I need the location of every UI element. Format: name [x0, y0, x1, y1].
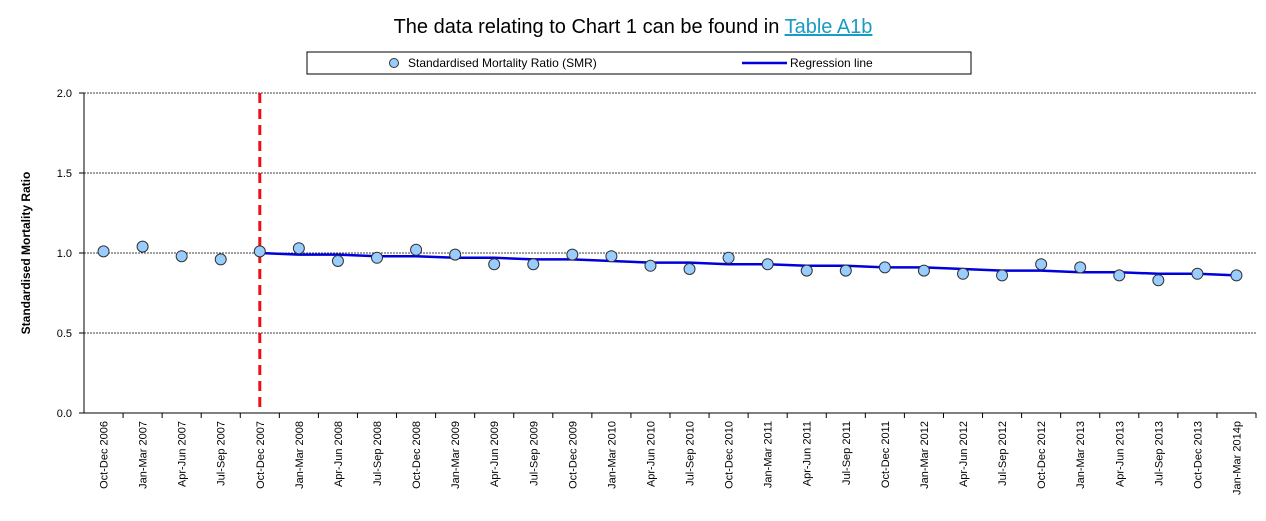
- legend-label: Standardised Mortality Ratio (SMR): [408, 56, 597, 70]
- x-tick-label: Jul-Sep 2009: [528, 421, 540, 486]
- x-tick-label: Jan-Mar 2013: [1075, 421, 1087, 489]
- x-tick-label: Oct-Dec 2010: [724, 421, 736, 489]
- regression-line: [259, 251, 1237, 277]
- smr-point: [527, 258, 540, 271]
- x-tick-label: Apr-Jun 2011: [802, 421, 814, 486]
- smr-point: [839, 264, 852, 277]
- x-tick-label: Oct-Dec 2013: [1192, 421, 1204, 489]
- x-tick-label: Apr-Jun 2012: [958, 421, 970, 487]
- smr-point: [449, 248, 462, 261]
- x-tick-label: Apr-Jun 2010: [645, 421, 657, 487]
- x-tick-label: Apr-Jun 2007: [177, 421, 189, 487]
- y-tick-label: 0.0: [57, 408, 72, 420]
- smr-point: [1152, 274, 1165, 287]
- smr-point: [878, 261, 891, 274]
- x-tick-label: Jan-Mar 2008: [294, 421, 306, 489]
- smr-point: [331, 255, 344, 267]
- smr-point: [1191, 267, 1204, 280]
- smr-point: [214, 253, 227, 266]
- smr-point: [488, 258, 501, 271]
- y-axis-title: Standardised Mortality Ratio: [19, 172, 33, 335]
- smr-point: [175, 250, 188, 263]
- x-tick-label: Apr-Jun 2013: [1114, 421, 1126, 487]
- smr-point: [761, 258, 774, 271]
- y-tick-label: 1.0: [57, 248, 72, 260]
- x-tick-label: Oct-Dec 2007: [255, 421, 267, 489]
- title-text: The data relating to Chart 1 can be foun…: [394, 16, 780, 38]
- smr-point: [917, 264, 930, 277]
- smr-point: [292, 242, 305, 255]
- x-tick-label: Oct-Dec 2012: [1036, 421, 1048, 489]
- smr-point: [97, 245, 110, 258]
- smr-point: [683, 263, 696, 275]
- smr-point: [1230, 269, 1243, 282]
- title-link[interactable]: Table A1b: [785, 16, 873, 38]
- smr-point: [1113, 269, 1126, 282]
- x-tick-label: Jan-Mar 2010: [606, 421, 618, 489]
- x-tick-label: Apr-Jun 2009: [489, 421, 501, 487]
- x-tick-label: Jan-Mar 2011: [763, 421, 775, 488]
- smr-point: [253, 245, 266, 258]
- y-tick-label: 1.5: [57, 168, 72, 180]
- x-tick-label: Jan-Mar 2012: [919, 421, 931, 489]
- smr-point: [410, 243, 423, 256]
- legend-label: Regression line: [790, 56, 873, 70]
- smr-point: [800, 264, 813, 277]
- smr-point: [1074, 261, 1087, 274]
- x-tick-label: Jan-Mar 2009: [450, 421, 462, 489]
- x-tick-label: Oct-Dec 2006: [99, 421, 111, 489]
- x-tick-label: Oct-Dec 2011: [880, 421, 892, 488]
- x-tick-label: Jul-Sep 2010: [685, 421, 697, 486]
- smr-point: [566, 248, 579, 261]
- x-tick-label: Jul-Sep 2007: [216, 421, 228, 486]
- x-tick-label: Jul-Sep 2011: [841, 421, 853, 485]
- smr-point: [1035, 258, 1048, 271]
- chart-title: The data relating to Chart 1 can be foun…: [394, 16, 873, 38]
- x-tick-label: Jan-Mar 2007: [138, 421, 150, 489]
- x-tick-label: Apr-Jun 2008: [333, 421, 345, 487]
- smr-point: [136, 240, 149, 253]
- legend-box: [306, 51, 972, 75]
- x-tick-label: Oct-Dec 2008: [411, 421, 423, 489]
- smr-point: [644, 259, 657, 272]
- x-tick-label: Jul-Sep 2013: [1153, 421, 1165, 486]
- x-tick-label: Oct-Dec 2009: [567, 421, 579, 489]
- smr-point: [957, 267, 969, 280]
- y-tick-label: 2.0: [57, 88, 72, 100]
- x-tick-label: Jul-Sep 2012: [997, 421, 1009, 486]
- smr-point: [722, 251, 735, 264]
- smr-point: [371, 251, 383, 264]
- smr-point: [996, 269, 1009, 282]
- x-tick-label: Jan-Mar 2014p: [1231, 421, 1243, 495]
- y-tick-label: 0.5: [57, 328, 72, 340]
- legend-marker: [389, 58, 399, 68]
- smr-point: [605, 250, 618, 263]
- x-tick-label: Jul-Sep 2008: [372, 421, 384, 486]
